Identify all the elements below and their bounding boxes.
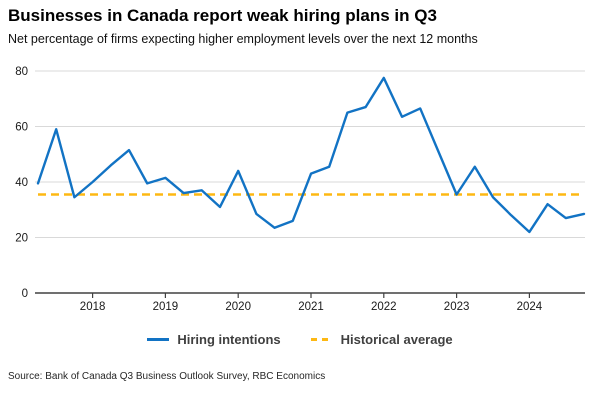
svg-text:20: 20 (15, 233, 28, 245)
svg-text:40: 40 (15, 177, 28, 189)
svg-text:2019: 2019 (153, 301, 179, 313)
svg-text:2022: 2022 (371, 301, 397, 313)
chart-subtitle: Net percentage of firms expecting higher… (8, 32, 478, 46)
legend-item-historical-average: Historical average (310, 332, 453, 347)
svg-text:2018: 2018 (80, 301, 106, 313)
svg-text:0: 0 (22, 288, 28, 300)
hiring-intentions-line-swatch-icon (147, 338, 170, 341)
svg-text:80: 80 (15, 66, 28, 78)
svg-text:2024: 2024 (517, 301, 543, 313)
legend-label: Historical average (340, 332, 453, 347)
legend-label: Hiring intentions (177, 332, 281, 347)
historical-average-dash-swatch-icon (310, 338, 333, 341)
source-note: Source: Bank of Canada Q3 Business Outlo… (8, 371, 326, 382)
legend: Hiring intentions Historical average (0, 332, 600, 347)
legend-item-hiring-intentions: Hiring intentions (147, 332, 281, 347)
hiring-intentions-line-chart: 0 20 40 60 80 2018 2019 2020 2021 2022 2023 2024 (15, 66, 586, 313)
svg-text:60: 60 (15, 122, 28, 134)
svg-text:2021: 2021 (298, 301, 324, 313)
svg-text:2023: 2023 (444, 301, 470, 313)
svg-text:2020: 2020 (225, 301, 251, 313)
page-title: Businesses in Canada report weak hiring … (8, 6, 437, 25)
